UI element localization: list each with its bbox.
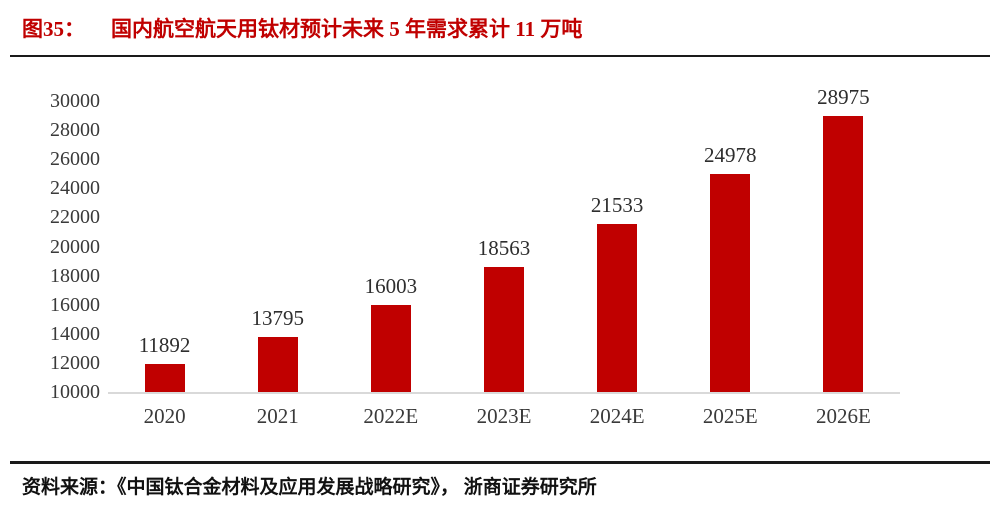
x-axis-category-label: 2023E [476, 404, 532, 428]
bar-value-label: 18563 [477, 236, 531, 261]
bar-slot: 11892 2020 [108, 101, 221, 427]
bar: 28975 [817, 86, 870, 392]
bar-slot: 21533 2024E [561, 101, 674, 427]
y-axis-labels: 10000 12000 14000 16000 18000 20000 22000 24000… [0, 91, 100, 402]
titanium-demand-bar-chart: 10000 12000 14000 16000 18000 20000 22000 24000… [0, 86, 900, 427]
y-tick-label: 10000 [50, 381, 100, 403]
figure-number: 图35： [22, 17, 85, 41]
bar-value-label: 16003 [364, 273, 418, 298]
x-axis-category-label: 2022E [363, 404, 419, 428]
bar: 21533 [591, 195, 643, 392]
y-tick-label: 24000 [50, 177, 100, 200]
bar: 24978 [704, 145, 757, 392]
x-axis-category-label: 2025E [702, 404, 758, 428]
y-tick-label: 12000 [50, 351, 100, 374]
bar-value-label: 13795 [251, 305, 304, 330]
bar-slot: 18563 2023E [447, 101, 560, 427]
bar: 16003 [365, 275, 417, 392]
y-tick-label: 16000 [50, 293, 100, 316]
y-tick-label: 20000 [50, 235, 100, 258]
y-tick-label: 18000 [50, 264, 100, 287]
source-note: 资料来源：《中国钛合金材料及应用发展战略研究》， 浙商证券研究所 [22, 477, 597, 498]
y-tick-label: 30000 [50, 90, 100, 112]
footer-divider [10, 461, 990, 464]
bar-slot: 13795 2021 [221, 101, 334, 426]
bar: 11892 [139, 335, 190, 392]
bar-value-label: 11892 [138, 333, 191, 358]
plot-area: 11892 2020 13795 2021 16003 2022E 18563 2023E 21… [108, 86, 900, 427]
bar: 13795 [251, 307, 304, 392]
y-tick-label: 22000 [50, 206, 100, 229]
bar-slot: 24978 2025E [674, 101, 787, 427]
x-axis-category-label: 2021 [256, 404, 299, 428]
bar-slot: 28975 2026E [787, 86, 900, 426]
y-tick-label: 26000 [50, 148, 100, 171]
figure-header: 图35： 国内航空航天用钛材预计未来 5 年需求累计 11 万吨 [22, 13, 582, 43]
y-tick-label: 14000 [50, 322, 100, 345]
y-tick-label: 28000 [50, 119, 100, 142]
bar-slot: 16003 2022E [334, 101, 447, 426]
x-axis-category-label: 2020 [143, 404, 186, 428]
bar: 18563 [478, 238, 530, 392]
bar-value-label: 21533 [590, 193, 644, 218]
header-divider [10, 55, 990, 57]
x-axis-category-label: 2026E [815, 404, 871, 428]
bar-value-label: 28975 [817, 84, 870, 109]
x-axis-category-label: 2024E [589, 404, 645, 428]
figure-title: 国内航空航天用钛材预计未来 5 年需求累计 11 万吨 [111, 17, 583, 41]
bar-value-label: 24978 [704, 143, 757, 168]
